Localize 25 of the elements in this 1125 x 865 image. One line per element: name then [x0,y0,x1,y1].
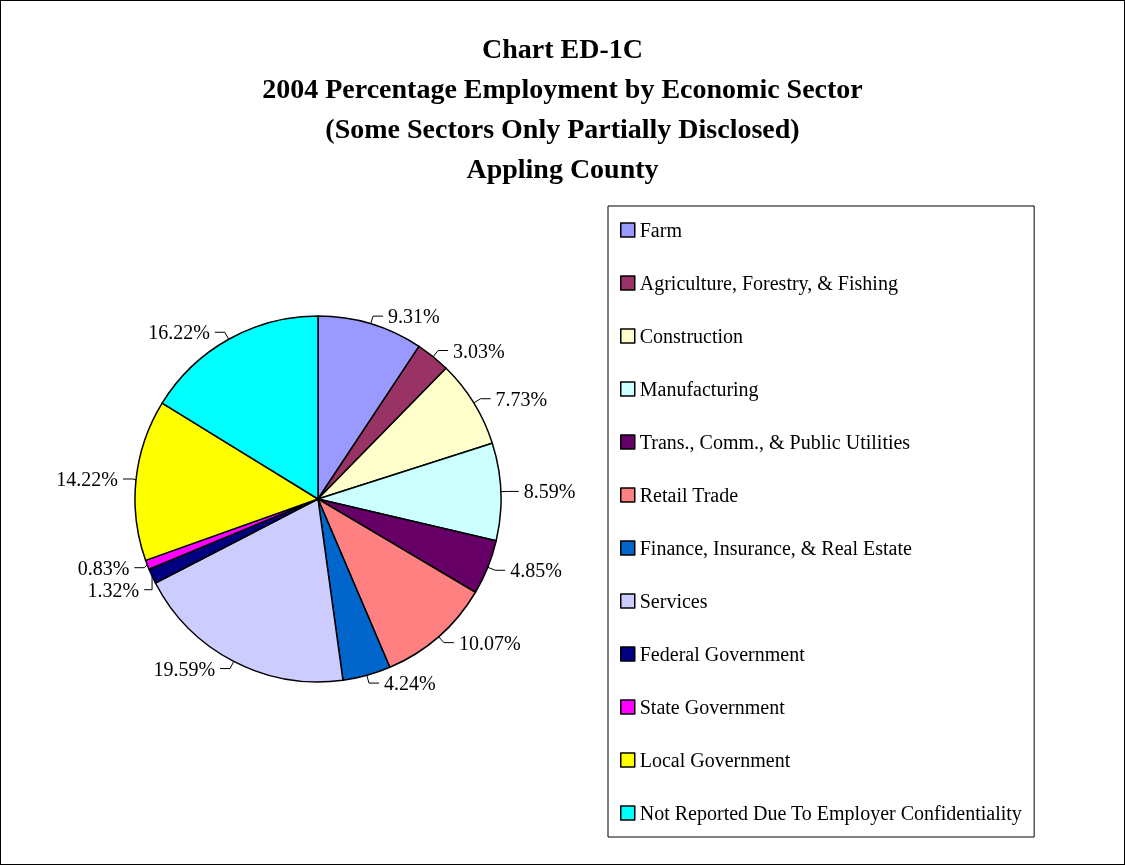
legend-label: Manufacturing [639,378,759,401]
data-label: 10.07% [458,631,521,654]
data-label: 7.73% [495,387,548,410]
data-label: 1.32% [87,578,140,601]
data-label: 4.85% [510,559,562,582]
legend-label: Finance, Insurance, & Real Estate [639,537,912,559]
data-label: 19.59% [153,657,216,680]
data-label: 9.31% [388,305,440,328]
legend-label: Trans., Comm., & Public Utilities [639,431,911,453]
legend-label: Local Government [639,749,791,771]
legend-label: Construction [639,325,744,347]
data-label: 14.22% [56,468,119,490]
legend-label: Farm [639,219,683,241]
data-label: 8.59% [523,480,576,503]
chart-title: Chart ED-1C 2004 Percentage Employment by Economic Sector (Some Sectors Only Partially Disclosed) Appling County [262,32,863,184]
legend-label: Retail Trade [639,484,739,506]
legend-label: State Government [639,696,786,718]
legend-label: Not Reported Due To Employer Confidentiality [639,802,1022,825]
legend-label: Federal Government [639,643,806,665]
data-label: 4.24% [383,672,436,695]
data-label: 16.22% [148,321,210,344]
data-label: 3.03% [453,339,505,362]
data-label: 0.83% [77,556,130,579]
legend-label: Services [639,590,708,612]
legend-label: Agriculture, Forestry, & Fishing [639,272,898,295]
